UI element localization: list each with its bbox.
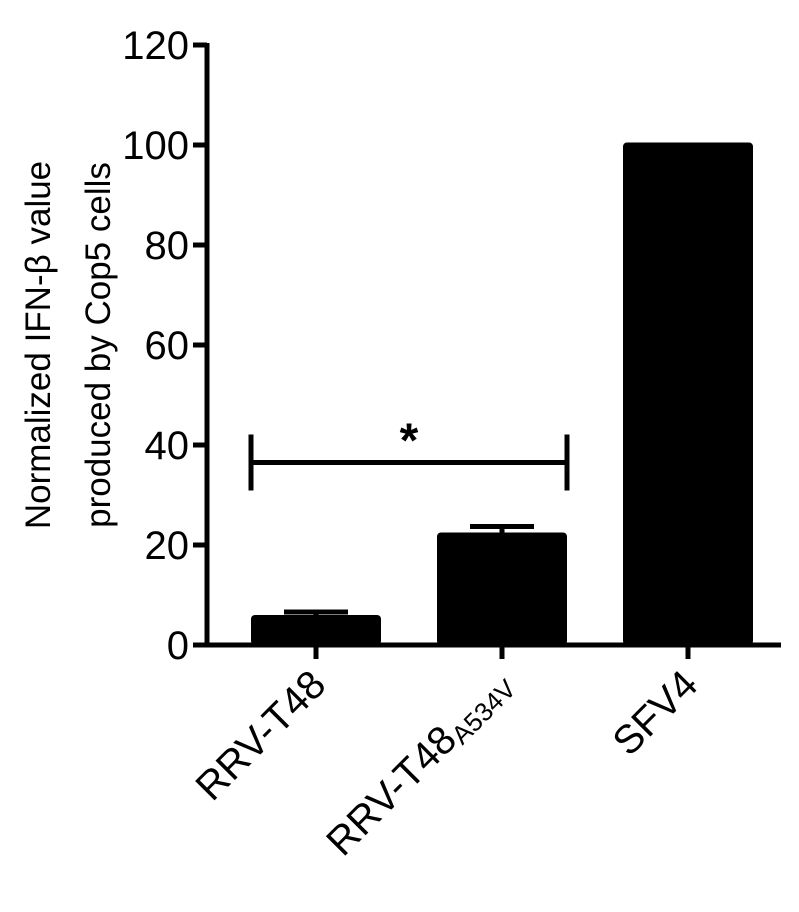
y-tick-label: 100 xyxy=(122,124,189,168)
x-tick-label: RRV-T48A534V xyxy=(318,662,522,866)
y-tick-label: 60 xyxy=(145,324,190,368)
bars xyxy=(251,142,753,659)
y-ticks: 0 20 40 60 80 100 120 xyxy=(122,24,207,668)
y-axis-title: Normalized IFN-β value produced by Cop5 … xyxy=(19,161,118,529)
bar xyxy=(251,615,381,645)
y-axis-title-line-1: Normalized IFN-β value xyxy=(19,161,58,529)
y-tick-label: 120 xyxy=(122,24,189,68)
bar xyxy=(623,142,753,645)
y-tick-label: 20 xyxy=(145,524,190,568)
x-tick-label: SFV4 xyxy=(605,662,707,764)
y-tick-label: 40 xyxy=(145,424,190,468)
bar xyxy=(437,532,567,645)
significance-bracket: * xyxy=(248,415,570,491)
y-tick-label: 80 xyxy=(145,224,190,268)
x-tick-label: RRV-T48 xyxy=(187,662,334,809)
y-axis-title-line-2: produced by Cop5 cells xyxy=(79,162,118,528)
y-tick-label: 0 xyxy=(167,624,189,668)
significance-label: * xyxy=(400,415,419,468)
